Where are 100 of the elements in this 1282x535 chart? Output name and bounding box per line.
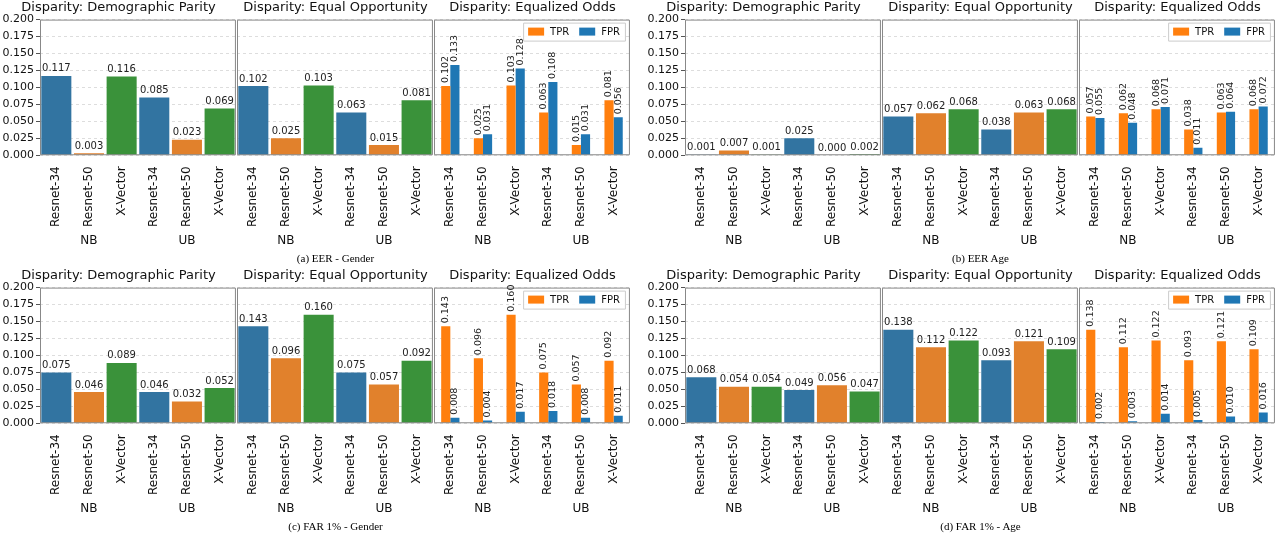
x-tick-label: Resnet-34 <box>540 434 555 496</box>
y-tick-label: 0.000 <box>2 148 34 162</box>
text: UB <box>823 233 841 247</box>
data-label: 0.081 <box>402 86 431 98</box>
data-label: 0.000 <box>817 141 847 153</box>
data-label: 0.075 <box>336 358 366 370</box>
text: NB <box>1119 501 1137 515</box>
y-tick-label: 0.025 <box>2 131 34 145</box>
data-label: 0.092 <box>602 330 614 358</box>
data-label: 0.001 <box>752 141 781 153</box>
x-tick-label: X-Vector <box>856 434 871 484</box>
text: UB <box>572 233 590 247</box>
x-tick-label: Resnet-50 <box>1218 434 1233 496</box>
data-label: 0.072 <box>1256 76 1268 104</box>
x-tick-label: X-Vector <box>211 434 226 484</box>
x-tick-label: X-Vector <box>605 166 620 216</box>
data-label: 0.122 <box>949 327 978 339</box>
data-label: 0.092 <box>402 347 431 359</box>
text: NB <box>725 501 743 515</box>
x-tick-label: X-Vector <box>1250 166 1265 216</box>
y-tick-label: 0.100 <box>647 80 679 94</box>
x-tick-label: Resnet-50 <box>824 166 839 228</box>
data-label: 0.025 <box>471 108 483 136</box>
x-tick-label: Resnet-50 <box>824 434 839 496</box>
data-label: 0.103 <box>504 55 516 83</box>
data-label: 0.015 <box>569 114 581 143</box>
x-tick-label: X-Vector <box>1152 166 1167 216</box>
y-tick-label: 0.025 <box>2 399 34 413</box>
chart-title: Disparity: Equal Opportunity <box>888 0 1073 15</box>
data-label: 0.056 <box>611 87 623 115</box>
text: NB <box>1119 233 1137 247</box>
data-label: 0.003 <box>1126 391 1138 419</box>
x-tick-label: Resnet-34 <box>48 166 63 228</box>
legend-label: TPR <box>549 25 570 37</box>
x-tick-label: X-Vector <box>1250 434 1265 484</box>
chart-title: Disparity: Equalized Odds <box>449 267 616 283</box>
data-label: 0.011 <box>1191 117 1203 145</box>
text: UB <box>375 233 393 247</box>
data-label: 0.138 <box>884 316 913 328</box>
data-label: 0.062 <box>916 99 946 111</box>
data-label: 0.068 <box>1047 95 1076 107</box>
data-label: 0.071 <box>1158 76 1170 105</box>
x-tick-label: Resnet-50 <box>81 434 96 496</box>
data-label: 0.015 <box>369 131 399 143</box>
data-label: 0.049 <box>784 376 814 388</box>
data-label: 0.096 <box>271 344 301 356</box>
legend-label: TPR <box>1194 25 1215 37</box>
data-label: 0.109 <box>1247 319 1259 347</box>
x-tick-label: X-Vector <box>310 166 325 216</box>
data-label: 0.068 <box>949 95 978 107</box>
chart-title: Disparity: Equal Opportunity <box>243 0 428 15</box>
y-tick-label: 0.150 <box>647 314 679 328</box>
text: UB <box>1217 233 1235 247</box>
x-tick-label: Resnet-34 <box>146 434 161 496</box>
x-tick-label: Resnet-50 <box>726 166 741 228</box>
x-tick-label: Resnet-34 <box>890 166 905 228</box>
data-label: 0.008 <box>578 387 590 415</box>
y-tick-label: 0.175 <box>2 29 34 43</box>
data-label: 0.063 <box>336 99 366 111</box>
x-tick-label: X-Vector <box>955 434 970 484</box>
data-label: 0.068 <box>687 363 716 375</box>
data-label: 0.109 <box>1047 335 1076 347</box>
x-tick-label: Resnet-50 <box>475 166 490 228</box>
data-label: 0.002 <box>850 140 879 152</box>
data-label: 0.116 <box>107 63 136 75</box>
x-tick-label: Resnet-50 <box>278 434 293 496</box>
data-label: 0.023 <box>172 126 202 138</box>
text: NB <box>80 501 98 515</box>
y-tick-label: 0.050 <box>2 382 34 396</box>
text: NB <box>922 501 940 515</box>
y-tick-label: 0.000 <box>647 148 679 162</box>
data-label: 0.143 <box>239 312 268 324</box>
y-tick-label: 0.025 <box>647 399 679 413</box>
y-tick-label: 0.125 <box>2 331 34 345</box>
chart-title: Disparity: Demographic Parity <box>21 0 217 15</box>
data-label: 0.093 <box>1182 329 1194 358</box>
chart-title: Disparity: Demographic Parity <box>666 267 862 283</box>
x-tick-label: X-Vector <box>310 434 325 484</box>
data-label: 0.054 <box>719 373 749 385</box>
data-label: 0.064 <box>1223 81 1235 109</box>
x-tick-label: Resnet-34 <box>245 166 260 228</box>
text: UB <box>1020 501 1038 515</box>
x-tick-label: Resnet-34 <box>245 434 260 496</box>
y-tick-label: 0.075 <box>2 365 34 379</box>
legend-label: FPR <box>1246 293 1265 305</box>
text: (c) FAR 1% - Gender <box>287 520 384 532</box>
y-tick-label: 0.025 <box>647 131 679 145</box>
y-tick-label: 0.075 <box>647 97 679 111</box>
data-label: 0.025 <box>271 124 301 136</box>
x-tick-label: X-Vector <box>507 166 522 216</box>
x-tick-label: Resnet-50 <box>573 166 588 228</box>
text: NB <box>277 233 295 247</box>
data-label: 0.002 <box>1093 391 1105 419</box>
text: (a) EER - Gender <box>295 252 376 264</box>
data-label: 0.057 <box>369 371 399 383</box>
y-tick-label: 0.150 <box>2 314 34 328</box>
data-label: 0.108 <box>546 51 558 80</box>
data-label: 0.117 <box>42 62 71 74</box>
y-tick-label: 0.050 <box>2 114 34 128</box>
legend-label: TPR <box>549 293 570 305</box>
